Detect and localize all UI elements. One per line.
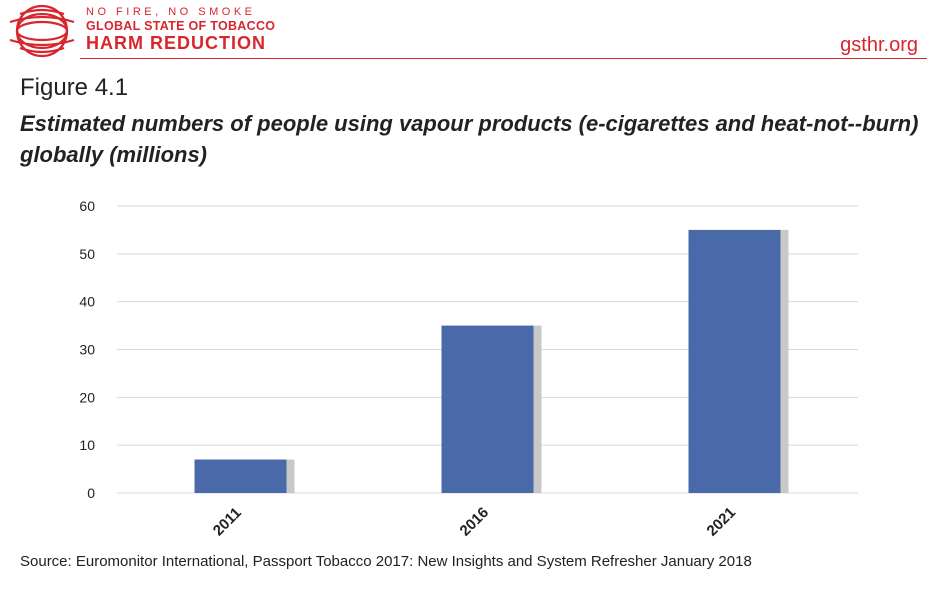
y-tick-label: 20	[79, 389, 95, 405]
bar-shadow	[286, 459, 295, 493]
brand-tagline: NO FIRE, NO SMOKE	[86, 6, 256, 18]
y-axis-ticks: 0 10 20 30 40 50 60	[79, 198, 95, 501]
x-axis-labels: 2011 2016 2021	[210, 504, 739, 540]
y-tick-label: 40	[79, 294, 95, 310]
globe-logo-icon	[9, 4, 75, 58]
header-divider	[80, 58, 927, 59]
brand-title: HARM REDUCTION	[86, 33, 266, 53]
x-tick-label: 2011	[210, 504, 245, 539]
brand-subtitle: GLOBAL STATE OF TOBACCO	[86, 19, 276, 33]
bar-2011	[194, 459, 287, 493]
bar-shadow	[533, 325, 542, 493]
chart-title: Estimated numbers of people using vapour…	[20, 111, 919, 167]
bars	[194, 229, 789, 493]
header: NO FIRE, NO SMOKE GLOBAL STATE OF TOBACC…	[0, 0, 927, 62]
bar-shadow	[780, 229, 789, 493]
y-tick-label: 30	[79, 342, 95, 358]
brand-wordmark: NO FIRE, NO SMOKE GLOBAL STATE OF TOBACC…	[86, 6, 275, 53]
source-note: Source: Euromonitor International, Passp…	[20, 553, 752, 570]
bar-chart: 0 10 20 30 40 50 60 2011 2016 2021	[79, 198, 858, 540]
y-tick-label: 10	[79, 437, 95, 453]
x-tick-label: 2021	[704, 504, 740, 540]
x-tick-label: 2016	[457, 504, 493, 540]
y-tick-label: 60	[79, 198, 95, 214]
site-url: gsthr.org	[840, 34, 918, 56]
y-tick-label: 0	[87, 485, 95, 501]
bar-2021	[688, 229, 781, 493]
figure-label: Figure 4.1	[20, 74, 129, 101]
y-tick-label: 50	[79, 246, 95, 262]
bar-2016	[441, 325, 534, 493]
